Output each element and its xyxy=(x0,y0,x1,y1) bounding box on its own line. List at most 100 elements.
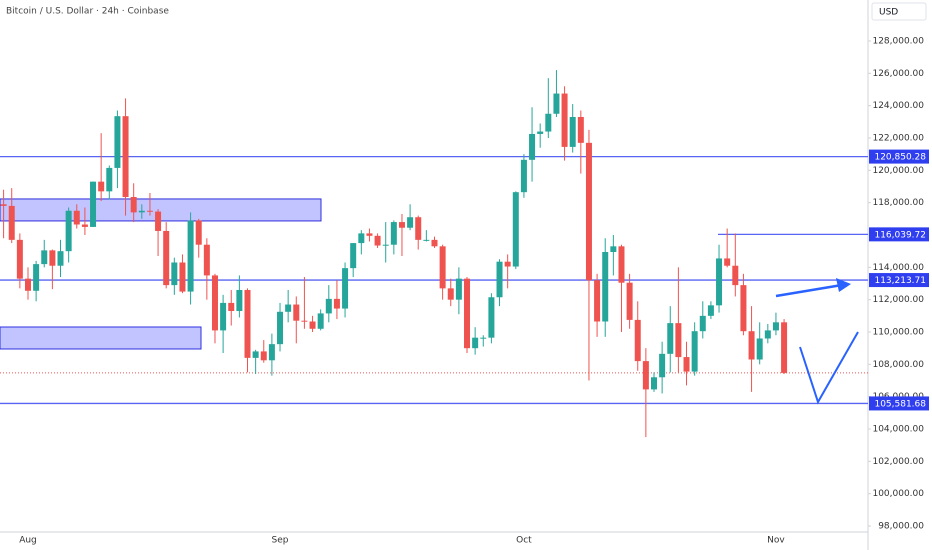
candle-body xyxy=(211,275,218,331)
candle-body xyxy=(651,377,657,390)
candle-body xyxy=(455,278,462,300)
arrow-head xyxy=(836,278,851,292)
candle-body xyxy=(179,262,186,292)
candle-body xyxy=(756,338,763,360)
candle-body xyxy=(187,220,194,292)
v-projection xyxy=(799,331,859,405)
candle-body xyxy=(106,167,113,192)
candle-body xyxy=(447,288,454,300)
candle-body xyxy=(390,222,397,245)
candle-body xyxy=(488,297,495,338)
candle-body xyxy=(138,210,145,213)
candle-body xyxy=(81,224,88,227)
candle-body xyxy=(577,116,584,143)
candle-body xyxy=(537,131,544,134)
level-label: 116,039.72 xyxy=(874,230,926,240)
level-label: 105,581.68 xyxy=(874,399,926,409)
candle-body xyxy=(439,246,446,289)
y-tick-label: 100,000.00 xyxy=(872,489,924,499)
candle-body xyxy=(146,210,153,212)
candle-body xyxy=(520,159,527,193)
candle-body xyxy=(659,353,666,378)
candle-body xyxy=(545,113,552,132)
x-tick-label: Oct xyxy=(516,536,532,546)
candle-body xyxy=(707,305,714,316)
candle-body xyxy=(496,261,503,298)
y-tick-label: 114,000.00 xyxy=(872,263,924,273)
candle-body xyxy=(16,239,23,279)
candle-body xyxy=(699,315,706,332)
y-tick-label: 112,000.00 xyxy=(872,295,924,305)
y-tick-label: 120,000.00 xyxy=(872,166,924,176)
candle-body xyxy=(0,204,7,206)
candle-body xyxy=(65,210,72,252)
candle-body xyxy=(512,192,519,267)
level-label-bg xyxy=(869,227,929,242)
candle-body xyxy=(260,351,267,361)
candle-body xyxy=(195,220,202,245)
candle-body xyxy=(366,233,373,236)
candle-body xyxy=(130,197,137,213)
candle-body xyxy=(220,302,227,331)
candle-body xyxy=(317,313,324,329)
candle-body xyxy=(724,258,731,266)
currency-label: USD xyxy=(879,8,898,18)
candle-body xyxy=(529,133,536,160)
candle-body xyxy=(732,265,739,286)
candle-body xyxy=(504,261,511,267)
candle-body xyxy=(228,302,235,311)
candle-body xyxy=(203,244,210,276)
candle-body xyxy=(374,235,381,246)
candle-body xyxy=(415,217,422,240)
candle-body xyxy=(602,251,609,322)
candle-body xyxy=(155,211,162,231)
candle-body xyxy=(309,321,316,329)
candle-body xyxy=(350,243,357,269)
candle-body xyxy=(772,322,779,331)
y-tick-label: 108,000.00 xyxy=(872,360,924,370)
candle-body xyxy=(122,116,129,198)
y-tick-label: 102,000.00 xyxy=(872,457,924,467)
candle-body xyxy=(285,304,292,312)
chart-title: Bitcoin / U.S. Dollar · 24h · Coinbase xyxy=(6,7,169,17)
candle-body xyxy=(764,330,771,339)
y-tick-label: 124,000.00 xyxy=(872,101,924,111)
y-tick-label: 128,000.00 xyxy=(872,37,924,47)
candle-body xyxy=(342,268,349,309)
candle-body xyxy=(163,230,170,286)
candle-body xyxy=(667,323,674,354)
y-tick-label: 104,000.00 xyxy=(872,425,924,435)
candle-body xyxy=(49,250,56,266)
x-tick-label: Nov xyxy=(767,536,785,546)
y-tick-label: 126,000.00 xyxy=(872,69,924,79)
candle-body xyxy=(423,239,430,241)
candle-body xyxy=(407,217,414,228)
candle-body xyxy=(642,361,649,390)
candle-body xyxy=(252,351,259,358)
candle-body xyxy=(626,282,633,320)
candle-body xyxy=(301,320,308,322)
zone xyxy=(0,326,202,350)
candle-body xyxy=(325,298,332,314)
y-tick-label: 98,000.00 xyxy=(878,522,924,532)
candle-body xyxy=(41,250,48,265)
candle-body xyxy=(293,304,300,321)
candle-body xyxy=(114,116,121,168)
y-tick-label: 118,000.00 xyxy=(872,198,924,208)
x-tick-label: Aug xyxy=(19,536,37,546)
candle-body xyxy=(691,331,698,372)
candle-body xyxy=(236,289,243,311)
candle-body xyxy=(683,357,690,372)
level-label: 113,213.71 xyxy=(874,276,926,286)
candle-body xyxy=(585,142,592,281)
level-label: 120,850.28 xyxy=(874,153,926,163)
candle-body xyxy=(553,93,560,114)
candle-body xyxy=(333,298,340,309)
candle-body xyxy=(675,323,682,358)
candle-body xyxy=(98,181,105,192)
candle-body xyxy=(277,311,284,345)
candle-body xyxy=(358,233,365,244)
candle-body xyxy=(382,244,389,246)
currency-box xyxy=(871,2,927,21)
